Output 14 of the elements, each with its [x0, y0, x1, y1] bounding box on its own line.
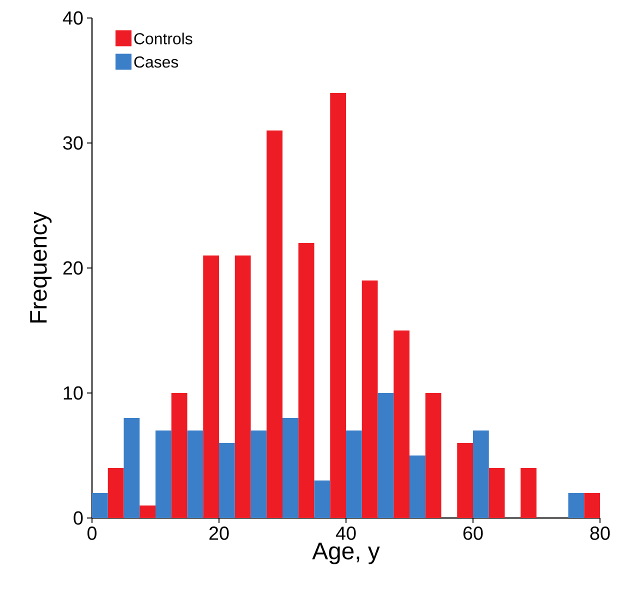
legend-label: Cases	[134, 56, 178, 68]
y-tick-label: 20	[63, 261, 83, 275]
y-tick-label: 10	[64, 386, 83, 400]
x-tick-label: 0	[87, 526, 97, 540]
x-tick-label: 80	[590, 526, 610, 540]
y-tick-label: 30	[63, 136, 83, 150]
x-axis-title: Age, y	[312, 542, 380, 564]
legend-label: Controls	[134, 32, 192, 44]
y-tick-label: 0	[74, 511, 83, 525]
x-tick-label: 40	[336, 526, 356, 540]
y-tick-label: 40	[62, 11, 83, 25]
x-tick-label: 60	[463, 526, 483, 540]
y-axis-title: Frequency	[30, 212, 52, 323]
x-tick-label: 20	[209, 526, 229, 540]
